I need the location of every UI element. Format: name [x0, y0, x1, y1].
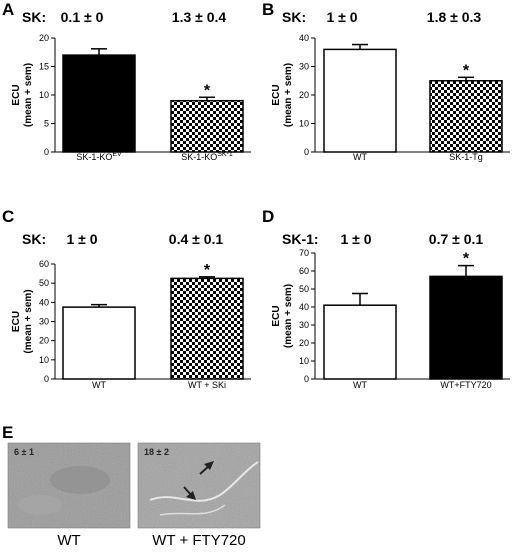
- micrograph-fty720: 18 ± 2: [137, 442, 261, 529]
- panel-c-y-tick-label: 50: [39, 278, 49, 288]
- panel-c: C SK: 1 ± 0 0.4 ± 0.1 0 10 20 30 40 50 60 ECU (mean …: [2, 207, 251, 390]
- panel-d-bar: [323, 304, 397, 380]
- panel-d-category-label: WT: [353, 380, 367, 390]
- panel-c-header-value: 1 ± 0: [66, 231, 97, 247]
- panel-b-category-label: SK-1-Tg: [449, 152, 483, 162]
- panel-b-y-tick-label: 30: [299, 62, 309, 72]
- panel-a-label: A: [2, 0, 14, 19]
- panel-d-label: D: [262, 207, 274, 226]
- panel-a-bar: [170, 99, 244, 153]
- panel-c-label: C: [2, 207, 14, 226]
- panel-c-y-axis-sublabel: (mean + sem): [23, 289, 34, 353]
- panel-b-bar: [429, 80, 503, 153]
- panel-c-significance-star: *: [204, 262, 211, 279]
- panel-b: B SK: 1 ± 0 1.8 ± 0.3 0 10 20 30 40 ECU (mean + se…: [262, 0, 510, 162]
- panel-b-y-tick-label: 10: [299, 119, 309, 129]
- panel-c-y-tick-label: 30: [39, 317, 49, 327]
- panel-a-category-label: SK-1-KOEV: [76, 151, 122, 162]
- panel-d-y-tick-label: 10: [299, 356, 309, 366]
- panel-b-y-axis-sublabel: (mean + sem): [283, 63, 294, 127]
- panel-c-y-axis-label: ECU: [11, 311, 22, 332]
- micrograph-wt-caption: WT: [57, 532, 80, 548]
- panel-c-bar: [62, 306, 136, 380]
- micrograph-fty720-count: 18 ± 2: [144, 447, 169, 457]
- panel-a-y-tick-label: 20: [39, 33, 49, 43]
- panel-c-y-tick-label: 10: [39, 355, 49, 365]
- panel-c-y-tick-label: 0: [44, 374, 49, 384]
- panel-e-label: E: [2, 423, 13, 442]
- arrow-icon: [183, 486, 196, 500]
- panel-c-category-label: WT + SKi: [188, 380, 226, 390]
- panel-a-y-axis-sublabel: (mean + sem): [23, 63, 34, 127]
- panel-c-y-tick-label: 60: [39, 259, 49, 269]
- panel-d-y-tick-label: 60: [299, 266, 309, 276]
- panel-b-header-prefix: SK:: [282, 9, 306, 25]
- panel-a-header-value: 1.3 ± 0.4: [172, 9, 227, 25]
- panel-d-y-tick-label: 50: [299, 284, 309, 294]
- panel-b-significance-star: *: [463, 62, 470, 79]
- panel-a-category-label: SK-1-KOSK-1: [181, 151, 233, 162]
- panel-b-y-tick-label: 40: [299, 33, 309, 43]
- panel-e: E 6 ± 1 WT 18 ± 2 WT + FTY720: [2, 423, 261, 549]
- panel-c-header-value: 0.4 ± 0.1: [169, 231, 224, 247]
- panel-d-y-tick-label: 20: [299, 338, 309, 348]
- panel-a: A SK: 0.1 ± 0 1.3 ± 0.4 0 5 10 15 20 ECU (mean + s…: [2, 0, 251, 162]
- micrograph-fty720-caption: WT + FTY720: [152, 532, 246, 548]
- panel-a-y-tick-label: 0: [44, 147, 49, 157]
- panel-a-bar: [62, 54, 136, 153]
- panel-b-bar: [323, 48, 397, 153]
- panel-d-y-tick-label: 30: [299, 320, 309, 330]
- panel-d-y-tick-label: 70: [299, 248, 309, 258]
- panel-c-bar: [170, 277, 244, 380]
- panel-d-category-label: WT+FTY720: [440, 380, 491, 390]
- panel-c-y-tick-label: 40: [39, 297, 49, 307]
- panel-a-y-axis-label: ECU: [11, 84, 22, 105]
- panel-b-y-axis-label: ECU: [271, 84, 282, 105]
- panel-d-header-prefix: SK-1:: [282, 231, 319, 247]
- panel-a-y-tick-label: 10: [39, 90, 49, 100]
- panel-b-y-tick-label: 0: [304, 147, 309, 157]
- panel-d-bar: [429, 275, 503, 380]
- panel-d-header-value: 0.7 ± 0.1: [429, 231, 484, 247]
- panel-a-significance-star: *: [204, 82, 211, 99]
- panel-c-header-prefix: SK:: [22, 231, 46, 247]
- micrograph-wt-count: 6 ± 1: [14, 447, 34, 457]
- panel-a-header-prefix: SK:: [22, 9, 46, 25]
- panel-d-significance-star: *: [463, 251, 470, 268]
- panel-d: D SK-1: 1 ± 0 0.7 ± 0.1 0 10 20 30 40 50 60 70 ECU (m…: [262, 207, 510, 390]
- panel-d-y-tick-label: 40: [299, 302, 309, 312]
- panel-b-header-value: 1.8 ± 0.3: [427, 9, 482, 25]
- panel-d-header-value: 1 ± 0: [340, 231, 371, 247]
- panel-a-y-tick-label: 15: [39, 62, 49, 72]
- micrograph-wt: 6 ± 1: [7, 442, 131, 529]
- panel-b-label: B: [262, 0, 274, 19]
- panel-d-y-axis-sublabel: (mean + sem): [283, 284, 294, 348]
- panel-d-y-tick-label: 0: [304, 374, 309, 384]
- panel-a-header-value: 0.1 ± 0: [61, 9, 104, 25]
- panel-a-y-tick-label: 5: [44, 119, 49, 129]
- panel-d-y-axis-label: ECU: [271, 305, 282, 326]
- panel-b-header-value: 1 ± 0: [326, 9, 357, 25]
- panel-c-category-label: WT: [92, 380, 106, 390]
- panel-b-y-tick-label: 20: [299, 90, 309, 100]
- panel-c-y-tick-label: 20: [39, 336, 49, 346]
- panel-b-category-label: WT: [353, 152, 367, 162]
- arrow-icon: [199, 461, 214, 475]
